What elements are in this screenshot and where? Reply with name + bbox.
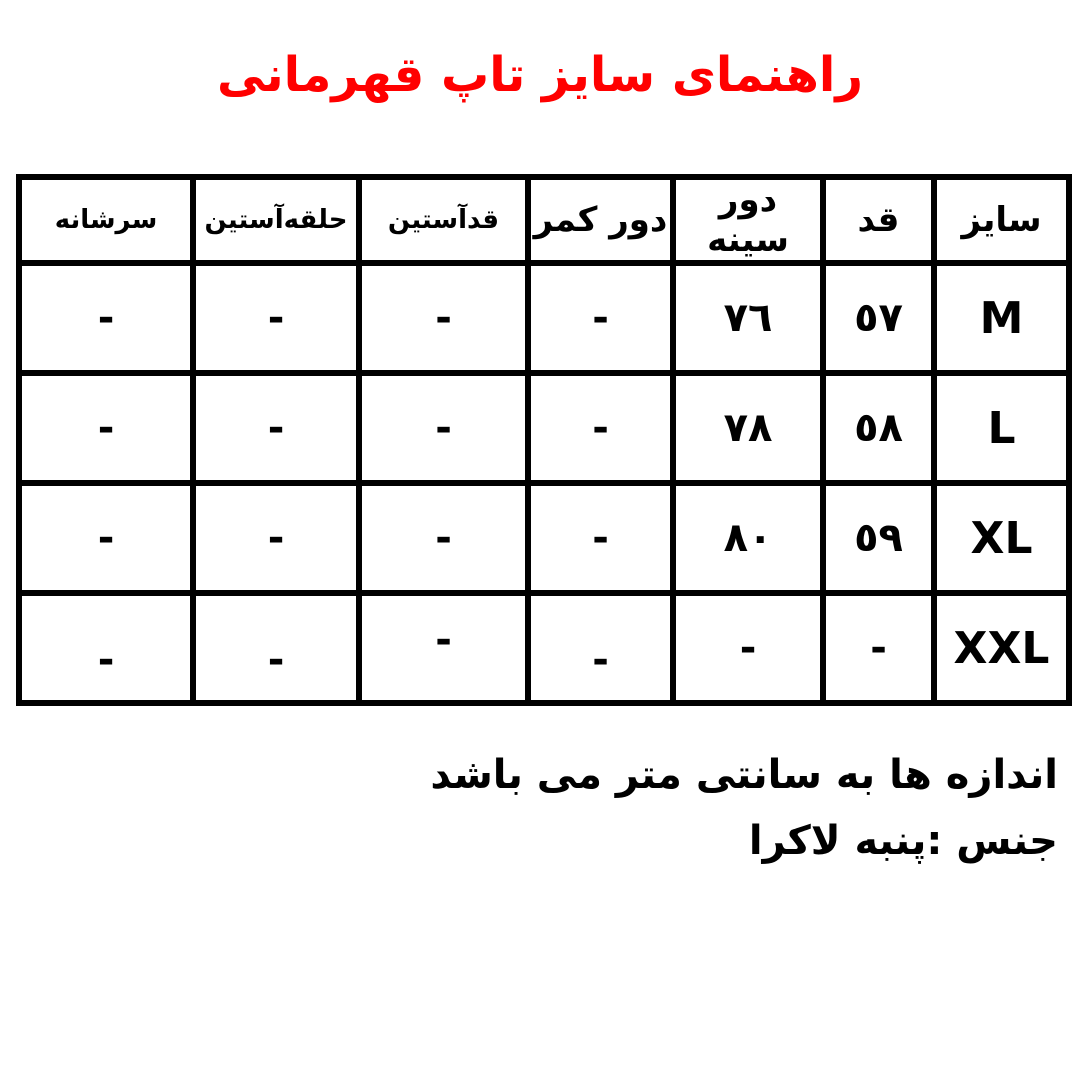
note-units: اندازه ها به سانتی متر می باشد: [430, 752, 1058, 798]
cell-chest: ٨٠: [670, 480, 826, 596]
cell-armhole: -: [190, 260, 362, 376]
cell-length: ٥٨: [820, 370, 937, 486]
col-header-size: سایز: [931, 174, 1072, 266]
cell-sleeve-length: -: [356, 480, 531, 596]
cell-waist: -: [525, 590, 676, 706]
size-table: سایز قد دور سینه دور کمر قدآستین حلقه‌آس…: [16, 174, 1072, 706]
size-row-xxl: XXL - - - - - -: [16, 590, 1072, 706]
header-row: سایز قد دور سینه دور کمر قدآستین حلقه‌آس…: [16, 174, 1072, 266]
cell-sleeve-length: -: [356, 370, 531, 486]
size-row-l: L ٥٨ ٧٨ - - - -: [16, 370, 1072, 486]
cell-armhole: -: [190, 480, 362, 596]
cell-shoulder: -: [16, 260, 196, 376]
col-header-waist: دور کمر: [525, 174, 676, 266]
col-header-armhole: حلقه‌آستین: [190, 174, 362, 266]
cell-waist: -: [525, 480, 676, 596]
cell-size: XXL: [931, 590, 1072, 706]
cell-size: M: [931, 260, 1072, 376]
cell-shoulder: -: [16, 370, 196, 486]
cell-length: ٥٧: [820, 260, 937, 376]
col-header-sleeve-length: قدآستین: [356, 174, 531, 266]
col-header-shoulder: سرشانه: [16, 174, 196, 266]
col-header-length: قد: [820, 174, 937, 266]
cell-armhole: -: [190, 370, 362, 486]
cell-waist: -: [525, 370, 676, 486]
cell-size: L: [931, 370, 1072, 486]
cell-shoulder: -: [16, 590, 196, 706]
note-material: جنس :پنبه لاکرا: [748, 818, 1058, 864]
cell-shoulder: -: [16, 480, 196, 596]
cell-sleeve-length: -: [356, 260, 531, 376]
cell-sleeve-length: -: [356, 590, 531, 706]
page-title: راهنمای سایز تاپ قهرمانی: [217, 47, 863, 103]
footnotes: اندازه ها به سانتی متر می باشد جنس :پنبه…: [22, 742, 1058, 874]
cell-waist: -: [525, 260, 676, 376]
cell-size: XL: [931, 480, 1072, 596]
size-row-m: M ٥٧ ٧٦ - - - -: [16, 260, 1072, 376]
col-header-chest: دور سینه: [670, 174, 826, 266]
cell-length: -: [820, 590, 937, 706]
cell-chest: -: [670, 590, 826, 706]
cell-chest: ٧٨: [670, 370, 826, 486]
cell-length: ٥٩: [820, 480, 937, 596]
cell-armhole: -: [190, 590, 362, 706]
size-row-xl: XL ٥٩ ٨٠ - - - -: [16, 480, 1072, 596]
cell-chest: ٧٦: [670, 260, 826, 376]
